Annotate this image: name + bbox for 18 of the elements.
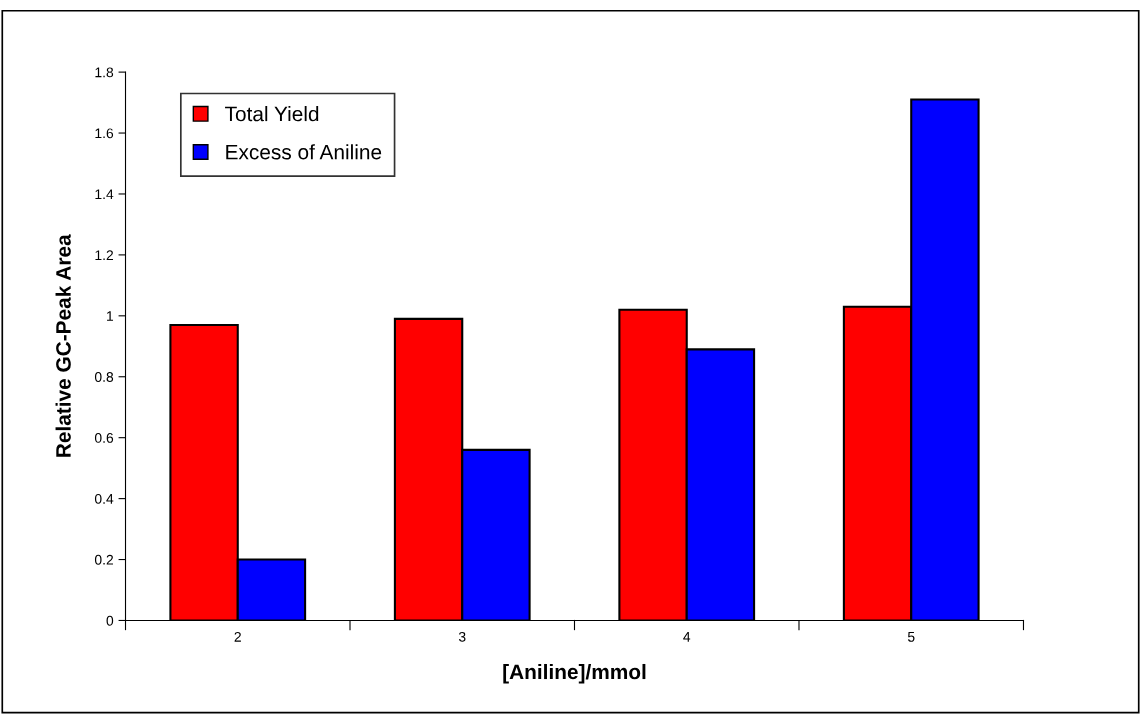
- x-tick-label: 5: [907, 632, 915, 642]
- x-tick-label: 4: [683, 632, 691, 642]
- x-axis-title: [Aniline]/mmol: [503, 663, 646, 684]
- x-tick-label: 2: [234, 631, 241, 642]
- y-tick-label: 0: [106, 615, 114, 626]
- legend-label: Total Yield: [225, 106, 319, 122]
- y-tick-label: 1.2: [95, 250, 114, 260]
- y-tick-label: 0.8: [94, 372, 114, 382]
- y-tick-label: 0.2: [94, 554, 114, 565]
- y-axis-title: Relative GC-Peak Area: [55, 234, 71, 457]
- y-tick-label: 0.6: [94, 433, 114, 443]
- y-tick-label: 1.6: [95, 128, 114, 139]
- y-tick-label: 0.4: [94, 493, 114, 504]
- y-tick-label: 1.8: [95, 67, 114, 78]
- legend-label: Excess of Aniline: [226, 144, 382, 160]
- x-tick-label: 3: [458, 631, 466, 642]
- y-tick-label: 1: [107, 311, 114, 321]
- y-tick-label: 1.4: [95, 189, 114, 199]
